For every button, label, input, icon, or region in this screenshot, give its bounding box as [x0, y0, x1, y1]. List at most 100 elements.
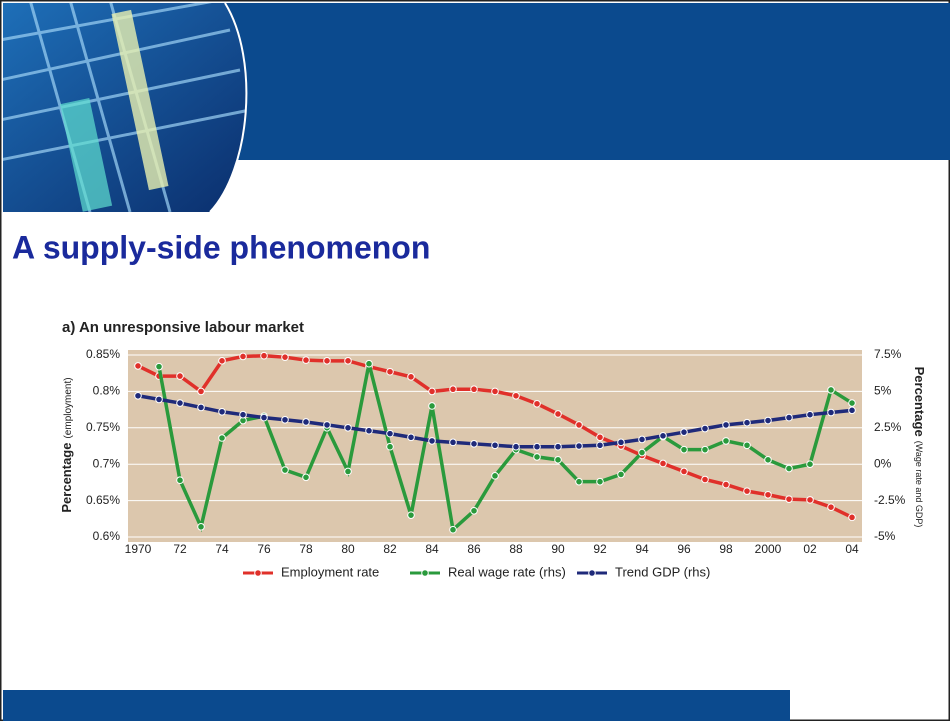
data-point	[785, 495, 793, 503]
data-point	[680, 467, 688, 476]
data-point	[281, 353, 289, 361]
data-point	[176, 476, 184, 485]
data-point	[638, 448, 646, 457]
data-point	[680, 445, 688, 454]
data-point	[134, 391, 142, 400]
data-point	[176, 372, 184, 380]
data-point	[218, 407, 226, 416]
series-line	[157, 363, 853, 534]
data-point	[617, 438, 625, 447]
data-point	[386, 367, 394, 376]
legend-swatch-dot	[254, 569, 262, 577]
data-point	[722, 421, 730, 429]
data-point	[554, 442, 562, 451]
data-point	[218, 434, 226, 442]
y-tick-label: 0.7%	[93, 456, 121, 470]
data-point	[428, 402, 436, 410]
x-tick-label: 96	[677, 542, 691, 556]
x-tick-label: 98	[719, 542, 733, 556]
legend-label: Trend GDP (rhs)	[615, 564, 710, 579]
legend-swatch-dot	[421, 569, 429, 577]
y2-tick-label: 0%	[874, 456, 892, 470]
y-tick-label: 0.75%	[86, 420, 120, 434]
x-tick-label: 72	[173, 542, 187, 556]
data-point	[659, 459, 667, 468]
x-tick-label: 2000	[755, 542, 782, 556]
data-point	[785, 413, 793, 422]
x-tick-label: 84	[425, 542, 439, 556]
data-point	[722, 437, 730, 445]
data-point	[407, 373, 415, 381]
x-tick-label: 82	[383, 542, 397, 556]
data-point	[596, 433, 604, 442]
data-point	[764, 416, 772, 425]
data-point	[449, 438, 457, 447]
y-tick-label: 0.65%	[86, 493, 120, 507]
legend-label: Real wage rate (rhs)	[448, 564, 566, 579]
x-tick-label: 74	[215, 542, 229, 556]
data-point	[764, 456, 772, 464]
data-point	[407, 511, 415, 519]
y2-axis-title-note: (Wage rate and GDP)	[914, 441, 924, 528]
data-point	[281, 415, 289, 424]
y2-tick-label: 5%	[874, 384, 892, 398]
y-axis-title-note: (employment)	[63, 377, 74, 438]
data-point	[155, 362, 163, 371]
x-tick-label: 94	[635, 542, 649, 556]
data-point	[260, 413, 268, 422]
y2-axis-title: Percentage (Wage rate and GDP)	[912, 367, 927, 528]
x-tick-label: 76	[257, 542, 271, 556]
data-point	[449, 385, 457, 394]
x-tick-label: 88	[509, 542, 523, 556]
data-point	[449, 525, 457, 534]
data-point	[638, 435, 646, 444]
data-point	[722, 480, 730, 489]
bottom-banner	[3, 690, 790, 721]
data-point	[596, 477, 604, 486]
y2-tick-label: 2.5%	[874, 420, 902, 434]
x-tick-label: 92	[593, 542, 607, 556]
data-point	[470, 440, 478, 448]
data-point	[386, 442, 394, 451]
data-point	[491, 441, 499, 450]
data-point	[428, 437, 436, 445]
data-point	[470, 385, 478, 394]
data-point	[701, 424, 709, 433]
x-tick-label: 86	[467, 542, 481, 556]
data-point	[323, 357, 331, 365]
data-point	[302, 356, 310, 364]
data-point	[617, 470, 625, 479]
data-point	[827, 503, 835, 511]
data-point	[848, 399, 856, 407]
data-point	[806, 460, 814, 469]
data-point	[848, 513, 856, 522]
chart-title: a) An unresponsive labour market	[62, 319, 304, 336]
data-point	[302, 418, 310, 426]
data-point	[575, 477, 583, 486]
data-point	[533, 453, 541, 461]
y-axis-title-main: Percentage	[59, 443, 74, 513]
x-tick-label: 04	[845, 542, 859, 556]
data-point	[470, 506, 478, 515]
data-point	[512, 391, 520, 400]
top-banner	[150, 3, 950, 160]
data-point	[659, 432, 667, 440]
data-point	[512, 442, 520, 451]
data-point	[764, 490, 772, 499]
data-point	[743, 441, 751, 450]
data-point	[386, 429, 394, 438]
logo-edge	[209, 2, 248, 213]
data-point	[197, 403, 205, 412]
data-point	[491, 387, 499, 396]
data-point	[155, 395, 163, 404]
data-point	[554, 410, 562, 418]
data-point	[197, 523, 205, 531]
data-point	[785, 464, 793, 473]
data-point	[491, 472, 499, 480]
data-point	[344, 424, 352, 432]
x-tick-label: 78	[299, 542, 313, 556]
y2-tick-label: -5%	[874, 529, 896, 543]
data-point	[848, 406, 856, 415]
legend-label: Employment rate	[281, 564, 379, 579]
